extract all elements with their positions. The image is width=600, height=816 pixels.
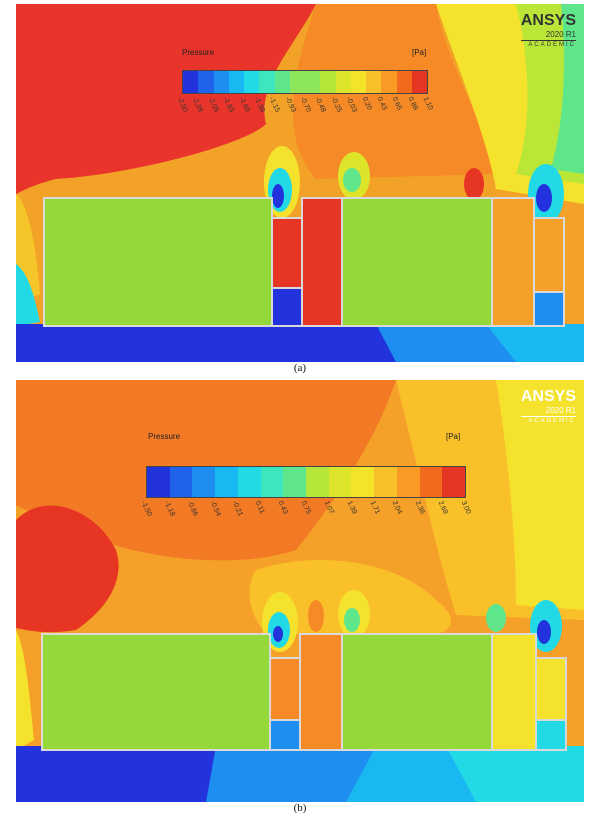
colorbar-swatch bbox=[183, 71, 199, 93]
pressure-contour-a bbox=[16, 4, 584, 362]
colorbar-swatch bbox=[228, 71, 244, 93]
colorbar-swatch bbox=[237, 467, 261, 497]
brand-version: 2020 R1 bbox=[545, 406, 576, 415]
colorbar-swatch bbox=[289, 71, 305, 93]
colorbar-swatch bbox=[306, 467, 329, 497]
brand-name: ANSYS bbox=[520, 12, 576, 29]
colorbar-swatch bbox=[419, 467, 443, 497]
ansys-logo: ANSYS 2020 R1 ACADEMIC bbox=[520, 12, 576, 48]
colorbar bbox=[146, 466, 466, 498]
colorbar-swatch bbox=[213, 71, 229, 93]
colorbar-swatch bbox=[260, 467, 284, 497]
colorbar-swatch bbox=[305, 71, 321, 93]
colorbar bbox=[182, 70, 428, 94]
colorbar-swatch bbox=[442, 467, 466, 497]
caption-b: (b) bbox=[293, 802, 307, 814]
brand-name: ANSYS bbox=[520, 388, 576, 405]
colorbar-swatch bbox=[259, 71, 275, 93]
pressure-contour-b bbox=[16, 380, 584, 802]
colorbar-swatch bbox=[198, 71, 214, 93]
colorbar-swatch bbox=[350, 71, 366, 93]
brand-version: 2020 R1 bbox=[545, 30, 576, 39]
colorbar-swatch bbox=[169, 467, 193, 497]
colorbar-swatch bbox=[328, 467, 352, 497]
colorbar-title: Pressure bbox=[148, 432, 181, 441]
colorbar-swatch bbox=[215, 467, 238, 497]
panel-a: ANSYS 2020 R1 ACADEMIC Pressure [Pa] -2.… bbox=[16, 4, 584, 362]
colorbar-swatch bbox=[381, 71, 397, 93]
colorbar-title: Pressure bbox=[182, 48, 215, 57]
colorbar-swatch bbox=[320, 71, 336, 93]
panel-b: ANSYS 2020 R1 ACADEMIC Pressure [Pa] -1.… bbox=[16, 380, 584, 802]
caption-a: (a) bbox=[293, 362, 307, 374]
colorbar-unit: [Pa] bbox=[446, 432, 461, 441]
ansys-logo: ANSYS 2020 R1 ACADEMIC bbox=[520, 388, 576, 424]
colorbar-swatch bbox=[351, 467, 375, 497]
colorbar-swatch bbox=[396, 467, 420, 497]
colorbar-unit: [Pa] bbox=[412, 48, 427, 57]
colorbar-swatch bbox=[374, 467, 397, 497]
colorbar-swatch bbox=[283, 467, 307, 497]
colorbar-swatch bbox=[366, 71, 382, 93]
colorbar-swatch bbox=[411, 71, 427, 93]
colorbar-swatch bbox=[335, 71, 351, 93]
brand-edition: ACADEMIC bbox=[520, 416, 576, 424]
colorbar-swatch bbox=[147, 467, 170, 497]
colorbar-swatch bbox=[244, 71, 260, 93]
colorbar-swatch bbox=[396, 71, 412, 93]
brand-edition: ACADEMIC bbox=[520, 40, 576, 48]
colorbar-swatch bbox=[274, 71, 290, 93]
colorbar-swatch bbox=[192, 467, 216, 497]
